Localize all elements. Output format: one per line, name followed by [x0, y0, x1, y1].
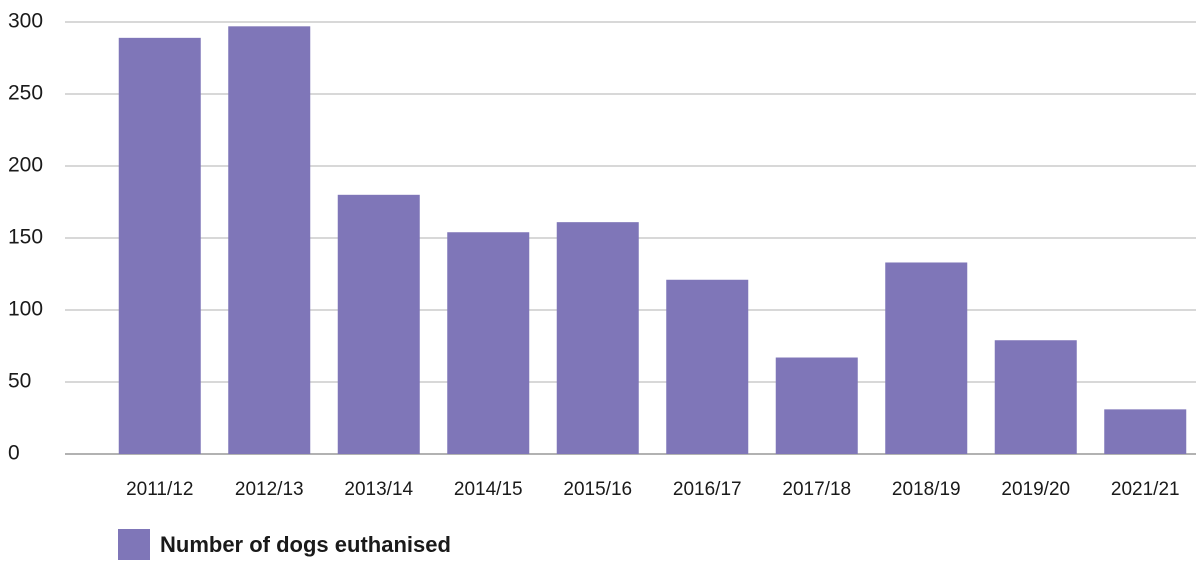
bar: [118, 37, 201, 455]
bar: [228, 26, 311, 454]
legend-label: Number of dogs euthanised: [160, 532, 451, 557]
y-tick-label: 150: [8, 226, 43, 249]
x-tick-label: 2015/16: [563, 479, 632, 500]
y-tick-label: 50: [8, 370, 31, 393]
bar: [556, 222, 639, 454]
bar: [775, 357, 858, 454]
bar: [447, 232, 530, 454]
bar: [885, 262, 968, 454]
x-tick-label: 2012/13: [235, 479, 304, 500]
x-tick-label: 2019/20: [1001, 479, 1070, 500]
x-tick-label: 2017/18: [782, 479, 851, 500]
bar: [1104, 409, 1187, 454]
y-tick-label: 200: [8, 154, 43, 177]
y-tick-label: 250: [8, 82, 43, 105]
bar: [337, 194, 420, 455]
x-tick-label: 2018/19: [892, 479, 961, 500]
x-tick-label: 2013/14: [344, 479, 413, 500]
y-tick-label: 100: [8, 298, 43, 321]
bar: [666, 279, 749, 454]
x-tick-label: 2014/15: [454, 479, 523, 500]
y-tick-label: 300: [8, 10, 43, 33]
x-tick-label: 2021/21: [1111, 479, 1180, 500]
x-tick-label: 2011/12: [126, 479, 193, 500]
x-tick-label: 2016/17: [673, 479, 742, 500]
y-tick-label: 0: [8, 442, 20, 465]
legend-swatch: [118, 529, 150, 560]
bar: [994, 340, 1077, 454]
